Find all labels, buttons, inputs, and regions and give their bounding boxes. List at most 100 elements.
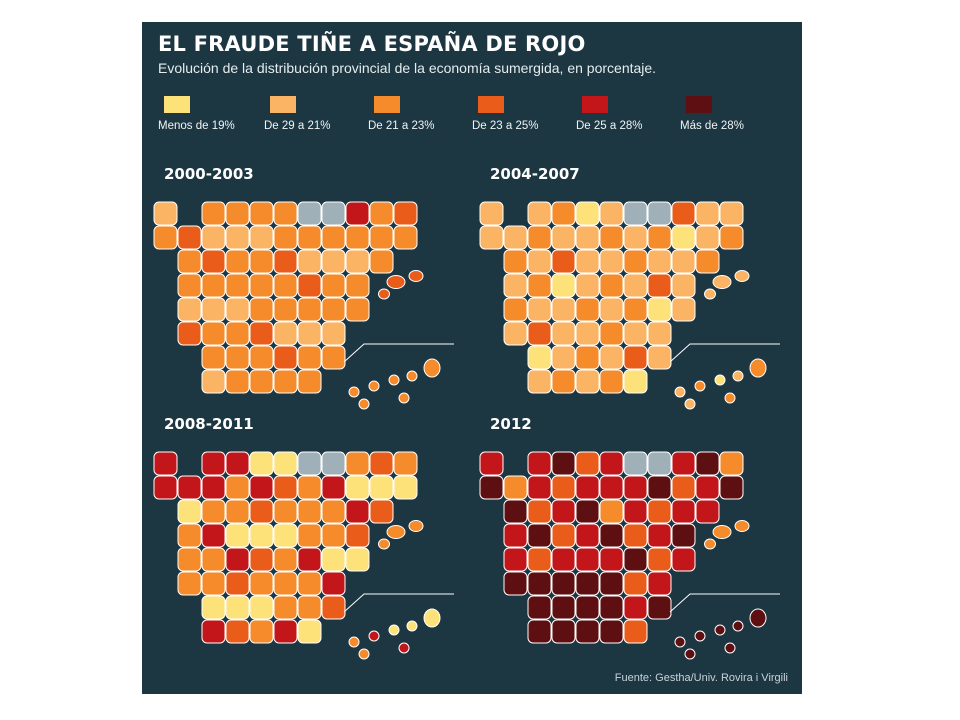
legend-swatch	[270, 96, 296, 113]
province-region	[623, 547, 648, 572]
province-region	[249, 595, 274, 620]
province-region	[177, 547, 202, 572]
province-region	[345, 273, 370, 298]
province-region	[201, 273, 226, 298]
province-region	[647, 273, 672, 298]
province-region	[575, 571, 600, 596]
province-region	[551, 369, 576, 394]
province-region	[551, 619, 576, 644]
province-region	[503, 273, 528, 298]
balearic-island	[734, 270, 750, 282]
province-region	[369, 225, 394, 250]
province-region	[225, 499, 250, 524]
province-region	[623, 571, 648, 596]
province-region	[695, 475, 720, 500]
province-region	[599, 345, 624, 370]
province-region	[575, 595, 600, 620]
legend-item-19-21: De 29 a 21%	[264, 96, 364, 136]
legend-label: De 29 a 21%	[264, 120, 331, 132]
province-region	[249, 619, 274, 644]
province-region	[153, 475, 178, 500]
province-region	[479, 201, 504, 226]
canary-island	[674, 386, 686, 398]
province-region	[393, 201, 418, 226]
source-note: Fuente: Gestha/Univ. Rovira i Virgili	[614, 672, 788, 684]
legend-label: De 21 a 23%	[368, 120, 435, 132]
province-region	[249, 345, 274, 370]
province-region	[647, 499, 672, 524]
province-region	[297, 321, 322, 346]
map-2012	[474, 442, 786, 664]
balearic-island	[712, 525, 732, 539]
canary-inset-frame	[343, 343, 454, 363]
province-region	[369, 201, 394, 226]
province-region	[527, 499, 552, 524]
province-region	[249, 297, 274, 322]
province-region	[273, 619, 298, 644]
province-region	[369, 249, 394, 274]
province-region	[575, 345, 600, 370]
province-region	[503, 523, 528, 548]
province-region	[503, 225, 528, 250]
province-region	[551, 345, 576, 370]
province-region	[599, 595, 624, 620]
legend-item-menos-19: Menos de 19%	[158, 96, 258, 136]
province-region	[201, 595, 226, 620]
canary-island	[358, 398, 370, 410]
canary-island	[724, 392, 736, 404]
province-region	[647, 321, 672, 346]
province-region	[671, 499, 696, 524]
province-region	[225, 571, 250, 596]
canary-island	[423, 608, 441, 628]
province-region	[527, 547, 552, 572]
legend-label: Menos de 19%	[158, 120, 235, 132]
province-region	[177, 523, 202, 548]
province-region	[249, 225, 274, 250]
province-region	[647, 475, 672, 500]
legend-swatch	[164, 96, 190, 113]
province-region	[201, 369, 226, 394]
province-region	[297, 225, 322, 250]
province-region	[551, 523, 576, 548]
province-region	[345, 547, 370, 572]
province-region	[575, 523, 600, 548]
map-svg	[153, 451, 454, 660]
province-region	[177, 499, 202, 524]
province-region	[527, 201, 552, 226]
province-region	[297, 619, 322, 644]
canary-island	[398, 642, 410, 654]
infographic-panel: EL FRAUDE TIÑE A ESPAÑA DE ROJO Evolució…	[142, 22, 802, 694]
province-region	[527, 451, 552, 476]
province-region	[321, 499, 346, 524]
province-region	[719, 225, 744, 250]
province-region	[623, 499, 648, 524]
province-region	[273, 201, 298, 226]
canary-island	[674, 636, 686, 648]
legend-label: Más de 28%	[680, 120, 744, 132]
canary-island	[749, 358, 767, 378]
province-region	[647, 547, 672, 572]
province-region	[623, 273, 648, 298]
province-region	[273, 321, 298, 346]
province-region	[647, 297, 672, 322]
province-region	[153, 225, 178, 250]
province-region	[321, 225, 346, 250]
province-region	[647, 451, 672, 476]
legend-item-21-23: De 21 a 23%	[368, 96, 468, 136]
province-region	[527, 369, 552, 394]
province-region	[551, 499, 576, 524]
province-region	[575, 369, 600, 394]
province-region	[527, 225, 552, 250]
province-region	[177, 571, 202, 596]
province-region	[623, 369, 648, 394]
canary-island	[388, 374, 400, 386]
map-label-2012: 2012	[490, 415, 532, 433]
province-region	[225, 201, 250, 226]
canary-island	[694, 630, 706, 642]
province-region	[297, 523, 322, 548]
province-region	[201, 321, 226, 346]
province-region	[249, 523, 274, 548]
province-region	[249, 321, 274, 346]
province-region	[321, 345, 346, 370]
province-region	[551, 475, 576, 500]
